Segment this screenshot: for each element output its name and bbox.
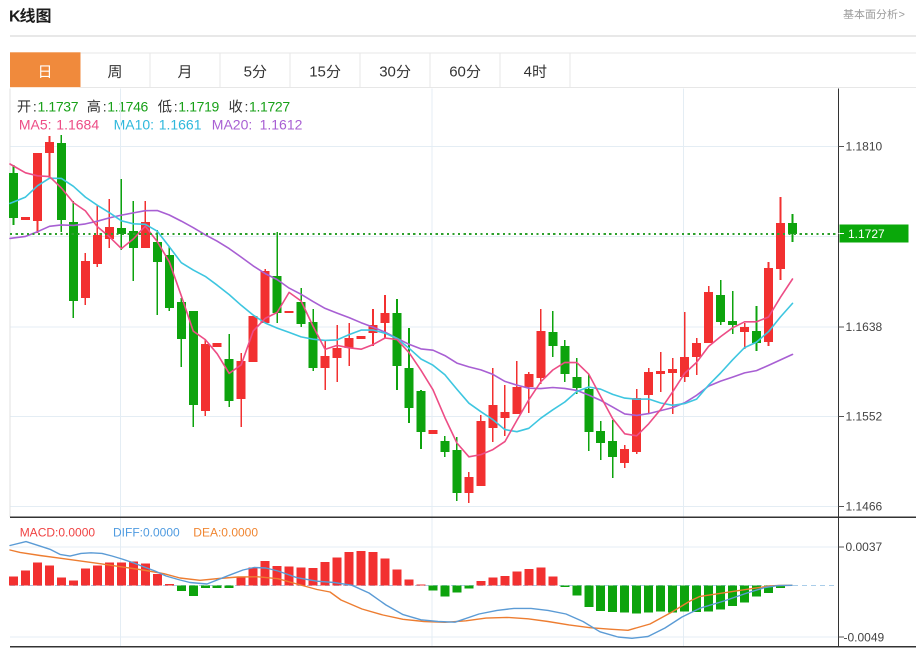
svg-text::1.1746: :1.1746 xyxy=(103,99,149,115)
svg-text:60: 60 xyxy=(449,64,466,81)
svg-text:1.1466: 1.1466 xyxy=(846,500,883,514)
svg-text:>: > xyxy=(899,9,905,21)
svg-text:0.0037: 0.0037 xyxy=(846,540,883,554)
svg-text:K: K xyxy=(9,9,21,26)
svg-text:1.1638: 1.1638 xyxy=(846,320,883,334)
svg-text:MA20:: MA20: xyxy=(212,117,252,133)
svg-text:5: 5 xyxy=(244,64,252,81)
svg-text:1.1684: 1.1684 xyxy=(56,117,99,133)
svg-text:-0.0049: -0.0049 xyxy=(844,630,885,644)
svg-text:1.1552: 1.1552 xyxy=(846,410,883,424)
svg-text::1.1737: :1.1737 xyxy=(33,99,79,115)
svg-text:MACD:0.0000: MACD:0.0000 xyxy=(20,526,96,540)
svg-text:30: 30 xyxy=(379,64,396,81)
svg-text:DEA:0.0000: DEA:0.0000 xyxy=(193,526,258,540)
svg-text:MA5:: MA5: xyxy=(19,117,52,133)
svg-text:1.1810: 1.1810 xyxy=(846,140,883,154)
svg-text:4: 4 xyxy=(524,64,532,81)
svg-text::1.1719: :1.1719 xyxy=(174,99,220,115)
svg-text:15: 15 xyxy=(309,64,326,81)
svg-text:MA10:: MA10: xyxy=(114,117,154,133)
svg-text:1.1612: 1.1612 xyxy=(260,117,303,133)
svg-text:1.1661: 1.1661 xyxy=(159,117,202,133)
svg-text::1.1727: :1.1727 xyxy=(245,99,291,115)
svg-text:1.1727: 1.1727 xyxy=(848,227,885,241)
svg-text:DIFF:0.0000: DIFF:0.0000 xyxy=(113,526,180,540)
